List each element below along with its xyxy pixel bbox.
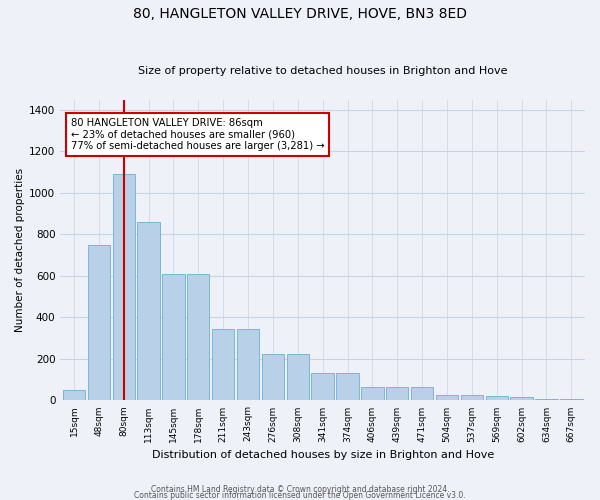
Text: Contains public sector information licensed under the Open Government Licence v3: Contains public sector information licen… <box>134 490 466 500</box>
Bar <box>237 329 259 400</box>
Bar <box>187 274 209 400</box>
Y-axis label: Number of detached properties: Number of detached properties <box>15 168 25 332</box>
Text: 80 HANGLETON VALLEY DRIVE: 86sqm
← 23% of detached houses are smaller (960)
77% : 80 HANGLETON VALLEY DRIVE: 86sqm ← 23% o… <box>71 118 325 151</box>
Bar <box>386 387 409 400</box>
Bar <box>485 396 508 400</box>
Bar <box>436 395 458 400</box>
Bar <box>212 329 235 400</box>
Bar <box>162 274 185 400</box>
Text: 80, HANGLETON VALLEY DRIVE, HOVE, BN3 8ED: 80, HANGLETON VALLEY DRIVE, HOVE, BN3 8E… <box>133 8 467 22</box>
Bar <box>113 174 135 400</box>
Bar <box>63 390 85 400</box>
Bar <box>461 395 483 400</box>
Bar <box>262 354 284 401</box>
Bar <box>337 374 359 400</box>
Title: Size of property relative to detached houses in Brighton and Hove: Size of property relative to detached ho… <box>138 66 508 76</box>
Bar <box>361 387 383 400</box>
Text: Contains HM Land Registry data © Crown copyright and database right 2024.: Contains HM Land Registry data © Crown c… <box>151 484 449 494</box>
Bar <box>511 398 533 400</box>
Bar <box>137 222 160 400</box>
Bar <box>535 399 557 400</box>
Bar <box>411 387 433 400</box>
Bar <box>560 399 583 400</box>
Bar <box>88 245 110 400</box>
X-axis label: Distribution of detached houses by size in Brighton and Hove: Distribution of detached houses by size … <box>152 450 494 460</box>
Bar <box>311 374 334 400</box>
Bar <box>287 354 309 401</box>
